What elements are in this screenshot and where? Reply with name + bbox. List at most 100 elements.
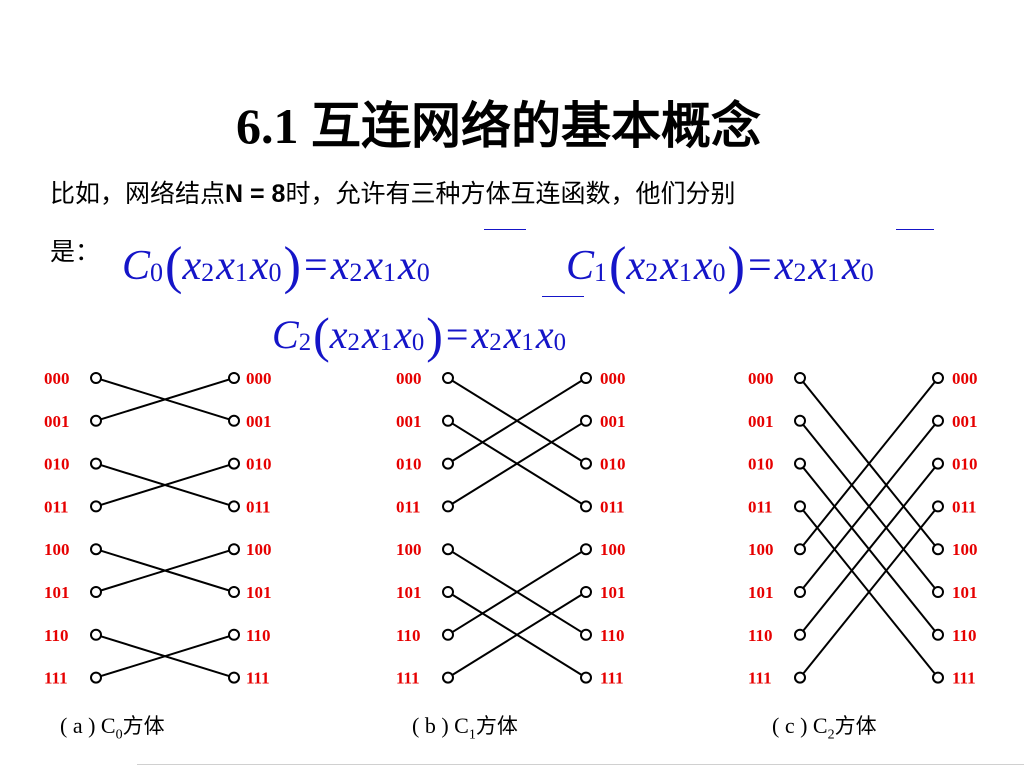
node-label-c0-left-100: 100 — [44, 540, 70, 559]
node-label-c0-left-111: 111 — [44, 669, 68, 688]
complement-bar-c1 — [896, 229, 934, 230]
node-c1-left-010 — [442, 457, 454, 470]
formula-c2-func-sub: 2 — [298, 329, 312, 357]
node-label-c1-left-011: 011 — [396, 497, 421, 516]
node-c0-left-001 — [90, 414, 102, 427]
node-label-c2-right-101: 101 — [952, 583, 978, 602]
connection-c2-110-to-010 — [799, 462, 939, 636]
node-c2-left-001 — [794, 414, 806, 427]
formula-c0-lhs: x2x1x0 — [182, 242, 282, 289]
node-label-c0-left-001: 001 — [44, 412, 70, 431]
node-c1-right-110 — [580, 628, 592, 641]
node-label-c2-left-100: 100 — [748, 540, 774, 559]
intro-n-value: N = 8 — [225, 180, 286, 208]
intro-text-after: 时，允许有三种方体互连函数，他们分别 — [285, 179, 736, 208]
formula-c0: C0(x2x1x0)=x2x1x0 — [122, 237, 430, 295]
node-label-c1-right-101: 101 — [600, 583, 626, 602]
node-c0-left-000 — [90, 372, 102, 384]
caption-c1: ( b ) C1方体 — [412, 713, 518, 743]
node-label-c1-left-001: 001 — [396, 412, 422, 431]
node-label-c1-right-001: 001 — [600, 412, 626, 431]
node-c1-left-100 — [442, 543, 454, 556]
node-c1-left-001 — [442, 414, 454, 427]
connection-c1-010-to-000 — [447, 377, 587, 465]
node-label-c0-right-111: 111 — [246, 669, 270, 688]
node-c0-right-011 — [228, 500, 240, 513]
node-label-c0-right-000: 000 — [246, 369, 272, 388]
formula-c2-rhs: x2x1x0 — [471, 312, 566, 357]
node-c2-right-001 — [932, 414, 944, 427]
node-c0-left-110 — [90, 628, 102, 641]
node-c0-right-111 — [228, 671, 240, 684]
formula-c1-rhs: x2x1x0 — [774, 242, 874, 289]
node-c2-right-000 — [932, 372, 944, 384]
node-c1-right-001 — [580, 414, 592, 427]
node-label-c2-left-000: 000 — [748, 369, 774, 388]
node-c2-left-011 — [794, 500, 806, 513]
node-label-c0-right-110: 110 — [246, 626, 271, 645]
connection-c1-110-to-100 — [447, 548, 587, 636]
formula-c1-func: C — [566, 242, 595, 289]
node-label-c0-left-110: 110 — [44, 626, 69, 645]
formula-c1: C1(x2x1x0)=x2x1x0 — [566, 237, 874, 295]
connection-c2-100-to-000 — [799, 377, 939, 550]
connection-c1-011-to-001 — [447, 419, 587, 508]
formula-c0-rhs: x2x1x0 — [330, 242, 430, 289]
node-c0-left-100 — [90, 543, 102, 556]
node-label-c0-right-010: 010 — [246, 455, 272, 474]
node-label-c1-right-110: 110 — [600, 626, 625, 645]
complement-bar-c0 — [484, 229, 526, 230]
node-label-c2-right-001: 001 — [952, 412, 978, 431]
node-label-c2-right-000: 000 — [952, 369, 978, 388]
complement-bar-c1-left — [542, 296, 584, 297]
node-label-c1-left-110: 110 — [396, 626, 421, 645]
node-label-c2-left-101: 101 — [748, 583, 774, 602]
node-c0-right-000 — [228, 372, 240, 384]
node-c0-right-110 — [228, 628, 240, 641]
node-c1-left-101 — [442, 586, 454, 598]
node-c2-left-010 — [794, 457, 806, 470]
connection-c1-111-to-101 — [447, 591, 587, 679]
node-c1-right-010 — [580, 457, 592, 470]
node-label-c1-left-101: 101 — [396, 583, 422, 602]
page-title: 6.1 互连网络的基本概念 — [236, 98, 761, 154]
node-c0-right-100 — [228, 543, 240, 556]
node-c1-right-111 — [580, 671, 592, 684]
node-label-c0-left-000: 000 — [44, 369, 70, 388]
node-label-c2-right-011: 011 — [952, 497, 977, 516]
connection-c0-001-to-000 — [95, 377, 235, 422]
node-label-c2-left-011: 011 — [748, 497, 773, 516]
node-c1-right-101 — [580, 586, 592, 598]
node-label-c2-right-110: 110 — [952, 626, 977, 645]
node-label-c0-right-101: 101 — [246, 583, 272, 602]
node-c0-right-101 — [228, 586, 240, 598]
caption-c0: ( a ) C0方体 — [60, 713, 165, 743]
formula-c2-lhs: x2x1x0 — [329, 312, 425, 357]
node-c2-right-111 — [932, 671, 944, 684]
intro-text-before: 比如，网络结点 — [50, 179, 226, 208]
node-c1-left-111 — [442, 671, 454, 684]
intro-text-line2: 是： — [50, 237, 101, 266]
node-c2-left-111 — [794, 671, 806, 684]
node-label-c1-left-000: 000 — [396, 369, 422, 388]
connection-c2-111-to-011 — [799, 505, 939, 679]
node-label-c2-right-010: 010 — [952, 455, 978, 474]
node-label-c0-left-010: 010 — [44, 455, 70, 474]
node-label-c2-right-111: 111 — [952, 669, 976, 688]
node-c2-left-110 — [794, 628, 806, 641]
node-label-c1-left-100: 100 — [396, 540, 422, 559]
node-label-c0-left-101: 101 — [44, 583, 70, 602]
slide-bottom-divider — [137, 764, 1024, 765]
node-label-c2-left-001: 001 — [748, 412, 774, 431]
node-label-c1-right-100: 100 — [600, 540, 626, 559]
connection-c2-101-to-001 — [799, 420, 939, 593]
node-c1-right-000 — [580, 372, 592, 384]
caption-c2: ( c ) C2方体 — [772, 713, 877, 743]
node-c1-left-000 — [442, 372, 454, 384]
node-c1-left-011 — [442, 500, 454, 513]
node-c2-right-101 — [932, 586, 944, 598]
node-label-c1-right-010: 010 — [600, 455, 626, 474]
node-c0-left-101 — [90, 586, 102, 598]
intro-text: 比如，网络结点N = 8时，允许有三种方体互连函数，他们分别 — [50, 174, 1000, 210]
